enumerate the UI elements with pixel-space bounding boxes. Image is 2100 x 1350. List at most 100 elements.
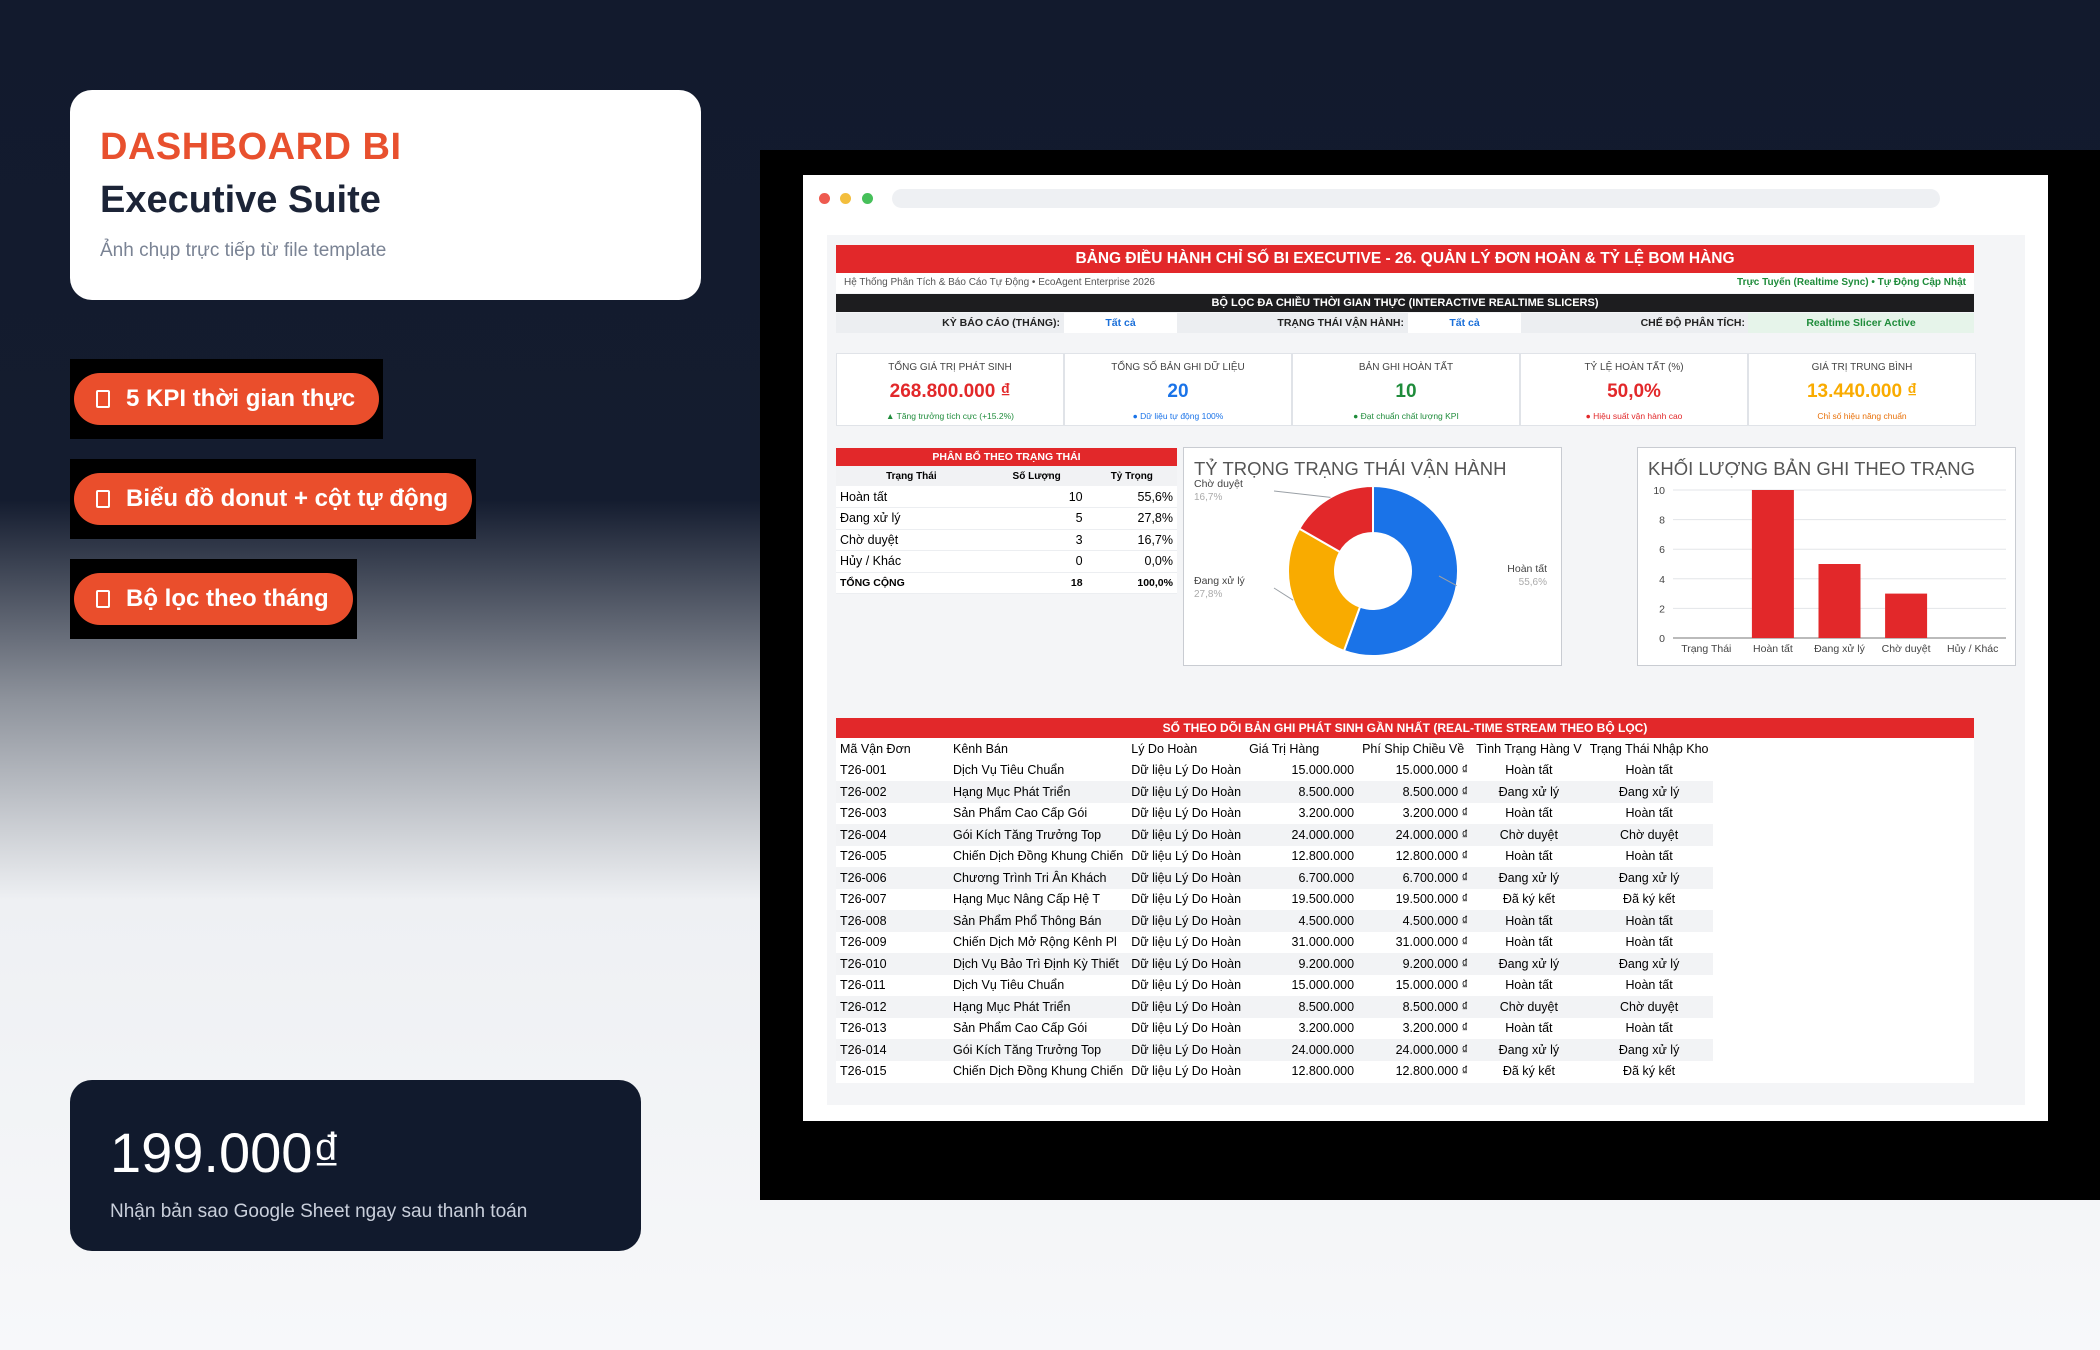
table-row[interactable]: T26-012 Hạng Mục Phát Triển Dữ liệu Lý Do … [836,996,1713,1018]
return-fee-cell: 9.200.000 ₫ [1358,953,1473,975]
close-dot-icon[interactable] [819,193,830,204]
tracking-code-cell: T26-012 [836,996,949,1018]
table-row[interactable]: T26-008 Sản Phẩm Phổ Thông Bán Dữ liệu Lý … [836,910,1713,932]
return-fee-cell: 3.200.000 ₫ [1402,806,1469,821]
goods-value-cell: 24.000.000 [1245,1039,1359,1061]
table-row: Chờ duyệt 3 16,7% [836,529,1177,551]
kpi-value: 13.440.000 ₫ [1806,381,1918,402]
warehouse-status-cell: Đang xử lý [1585,1039,1713,1061]
table-row[interactable]: T26-013 Sản Phẩm Cao Cấp Gói Dữ liệu Lý Do… [836,1018,1713,1040]
feature-pill-filter[interactable]: Bộ lọc theo tháng [74,573,353,625]
feature-label: 5 KPI thời gian thực [126,385,356,412]
reason-cell: Dữ liệu Lý Do Hoàn [1131,849,1242,864]
filter-mode-label: CHẾ ĐỘ PHÂN TÍCH: [1640,317,1745,329]
minimize-dot-icon[interactable] [840,193,851,204]
table-row[interactable]: T26-014 Gói Kích Tăng Trưởng Top Dữ liệu L… [836,1039,1713,1061]
return-fee-cell: 12.800.000 ₫ [1395,1064,1469,1079]
table-row[interactable]: T26-006 Chương Trình Tri Ân Khách Dữ liệu … [836,867,1713,889]
table-row[interactable]: T26-015 Chiến Dịch Đồng Khung Chiến Dữ liệ… [836,1061,1713,1083]
maximize-dot-icon[interactable] [862,193,873,204]
channel-cell: Sản Phẩm Phổ Thông Bán [949,910,1128,932]
tracking-code-cell: T26-008 [836,910,949,932]
channel-cell: Chiến Dịch Đồng Khung Chiến [953,849,1124,864]
return-fee-cell: 4.500.000 ₫ [1358,910,1473,932]
return-fee-cell: 6.700.000 ₫ [1358,867,1473,889]
leader-line [1273,490,1331,498]
count-cell: 5 [986,507,1087,530]
status-cell: Đang xử lý [836,507,987,530]
warehouse-status-cell: Hoàn tất [1625,849,1673,864]
return-fee-cell: 19.500.000 ₫ [1395,892,1469,907]
reason-cell: Dữ liệu Lý Do Hoàn [1127,1039,1246,1061]
table-row[interactable]: T26-004 Gói Kích Tăng Trưởng Top Dữ liệu L… [836,824,1713,846]
table-row[interactable]: T26-007 Hạng Mục Nâng Cấp Hệ T Dữ liệu Lý … [836,889,1713,911]
goods-status-cell: Hoàn tất [1505,806,1553,821]
feature-bullet-icon [96,590,110,608]
status-cell: Chờ duyệt [836,529,987,551]
column-header: Phí Ship Chiều Về [1362,741,1465,756]
kpi-card-completed: BẢN GHI HOÀN TẤT 10 ● Đạt chuẩn chất lượ… [1292,353,1520,426]
warehouse-status-cell: Hoàn tất [1625,806,1673,821]
slice-label: Hoàn tất [1507,563,1547,575]
feature-pill-charts[interactable]: Biểu đồ donut + cột tự động [74,473,472,525]
kpi-note: Chỉ số hiệu năng chuẩn [1817,411,1907,421]
goods-value-cell: 31.000.000 [1291,935,1355,950]
x-tick-label: Chờ duyệt [1882,643,1931,655]
tracking-code-cell: T26-002 [836,781,949,803]
status-table: PHÂN BỔ THEO TRẠNG THÁI Trạng Thái Số Lư… [836,448,1177,594]
goods-status-cell: Hoàn tất [1505,1021,1553,1036]
table-row[interactable]: T26-010 Dịch Vụ Bảo Trì Định Kỳ Thiết Dữ l… [836,953,1713,975]
goods-value-cell: 4.500.000 [1245,910,1359,932]
reason-cell: Dữ liệu Lý Do Hoàn [1127,824,1246,846]
bar-chart-box: KHỐI LƯỢNG BẢN GHI THEO TRẠNG 0 2 4 6 8 10 Trạ… [1637,447,2016,666]
feature-bullet-icon [96,390,110,408]
reason-cell: Dữ liệu Lý Do Hoàn [1127,781,1246,803]
reason-cell: Dữ liệu Lý Do Hoàn [1131,806,1242,821]
filter-mode-value[interactable]: Realtime Slicer Active [1748,313,1974,333]
title-card: DASHBOARD BI Executive Suite Ảnh chụp tr… [70,90,701,300]
column-header: Lý Do Hoàn [1131,741,1198,756]
column-header: Tỷ Trọng [1086,466,1177,486]
reason-cell: Dữ liệu Lý Do Hoàn [1131,1021,1242,1036]
ledger-table: SỔ THEO DÕI BẢN GHI PHÁT SINH GẦN NHẤT (… [836,718,1974,1083]
feature-pill-wrap-1: 5 KPI thời gian thực [70,359,384,439]
table-row[interactable]: T26-003 Sản Phẩm Cao Cấp Gói Dữ liệu Lý Do… [836,803,1713,825]
address-bar[interactable] [892,189,1940,208]
tracking-code-cell: T26-015 [840,1064,887,1079]
status-cell: Hủy / Khác [836,550,987,573]
feature-pill-kpi[interactable]: 5 KPI thời gian thực [74,373,380,425]
goods-value-cell: 12.800.000 [1291,1064,1355,1079]
filter-status-select[interactable]: Tất cả [1408,313,1521,333]
kpi-value: 50,0% [1607,381,1661,402]
tracking-code-cell: T26-009 [840,935,887,950]
table-row[interactable]: T26-011 Dịch Vụ Tiêu Chuẩn Dữ liệu Lý Do H… [836,975,1713,997]
goods-status-cell: Hoàn tất [1472,910,1586,932]
goods-status-cell: Đã ký kết [1502,1064,1555,1079]
bar-chart-title: KHỐI LƯỢNG BẢN GHI THEO TRẠNG [1648,458,1976,479]
goods-value-cell: 8.500.000 [1245,996,1359,1018]
goods-value-cell: 15.000.000 [1291,763,1355,778]
donut-slice [1297,484,1374,554]
tracking-code-cell: T26-001 [840,763,887,778]
channel-cell: Gói Kích Tăng Trưởng Top [949,1039,1128,1061]
filter-period-label: KỲ BÁO CÁO (THÁNG): [942,317,1060,329]
table-row[interactable]: T26-005 Chiến Dịch Đồng Khung Chiến Dữ liệ… [836,846,1713,868]
column-header: Tình Trạng Hàng V [1476,741,1582,756]
filter-period-select[interactable]: Tất cả [1064,313,1177,333]
warehouse-status-cell: Đang xử lý [1585,953,1713,975]
return-fee-cell: 24.000.000 ₫ [1358,824,1473,846]
promo-subtitle: Executive Suite [100,179,381,221]
table-row[interactable]: T26-009 Chiến Dịch Mở Rộng Kênh Pl Dữ liệu… [836,932,1713,954]
channel-cell: Hạng Mục Nâng Cấp Hệ T [953,892,1101,907]
ledger-title: SỔ THEO DÕI BẢN GHI PHÁT SINH GẦN NHẤT (… [836,718,1974,738]
warehouse-status-cell: Đang xử lý [1585,867,1713,889]
goods-status-cell: Đang xử lý [1472,1039,1586,1061]
table-row[interactable]: T26-002 Hạng Mục Phát Triển Dữ liệu Lý Do … [836,781,1713,803]
count-cell: 3 [986,529,1087,551]
slice-value-label: 55,6% [1519,577,1547,588]
return-fee-cell: 24.000.000 ₫ [1358,1039,1473,1061]
goods-value-cell: 6.700.000 [1245,867,1359,889]
table-row[interactable]: T26-001 Dịch Vụ Tiêu Chuẩn Dữ liệu Lý Do H… [836,760,1713,782]
tracking-code-cell: T26-007 [840,892,887,907]
kpi-value: 20 [1167,381,1189,402]
